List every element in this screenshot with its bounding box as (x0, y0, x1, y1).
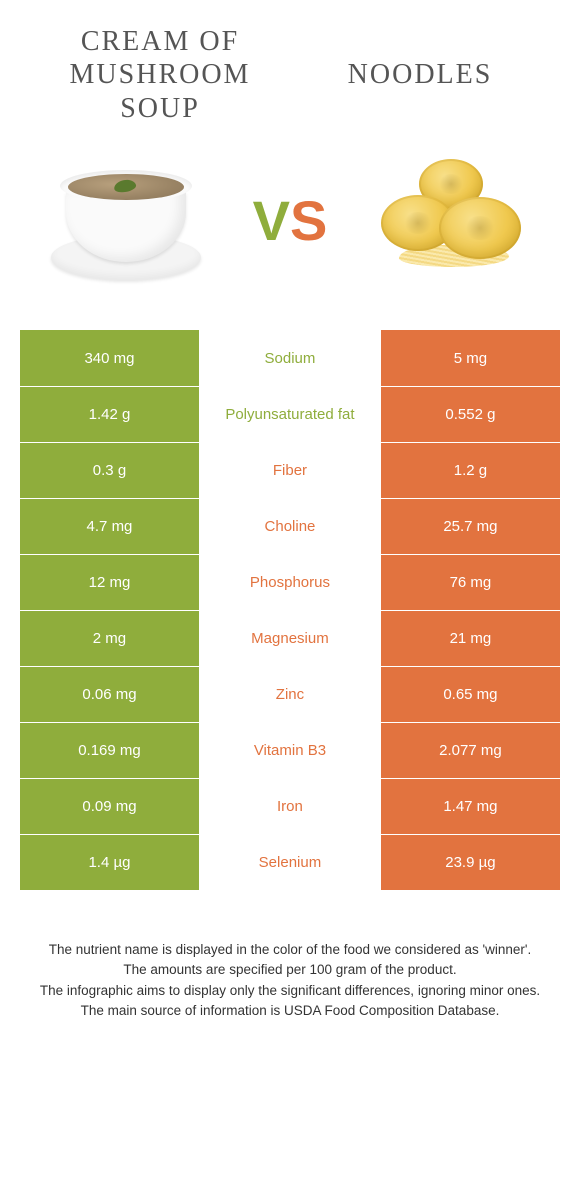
nutrient-row: 1.4 µgSelenium23.9 µg (20, 834, 560, 890)
nutrient-row: 0.169 mgVitamin B32.077 mg (20, 722, 560, 778)
nutrient-row: 0.09 mgIron1.47 mg (20, 778, 560, 834)
titles-row: CREAM OFMUSHROOMSOUP NOODLES (20, 20, 560, 130)
value-right: 1.2 g (380, 443, 560, 498)
soup-image (41, 150, 211, 290)
nutrient-label: Iron (200, 779, 380, 834)
value-right: 21 mg (380, 611, 560, 666)
value-left: 0.3 g (20, 443, 200, 498)
nutrient-label: Zinc (200, 667, 380, 722)
value-right: 23.9 µg (380, 835, 560, 890)
value-left: 4.7 mg (20, 499, 200, 554)
footnote-line: The infographic aims to display only the… (30, 981, 550, 1001)
value-right: 1.47 mg (380, 779, 560, 834)
nutrient-row: 4.7 mgCholine25.7 mg (20, 498, 560, 554)
vs-v: V (253, 188, 290, 253)
nutrient-row: 0.06 mgZinc0.65 mg (20, 666, 560, 722)
nutrient-label: Phosphorus (200, 555, 380, 610)
nutrient-row: 340 mgSodium5 mg (20, 330, 560, 386)
footnote-line: The main source of information is USDA F… (30, 1001, 550, 1021)
value-right: 5 mg (380, 330, 560, 386)
nutrient-label: Vitamin B3 (200, 723, 380, 778)
value-left: 340 mg (20, 330, 200, 386)
value-left: 12 mg (20, 555, 200, 610)
nutrient-label: Polyunsaturated fat (200, 387, 380, 442)
value-right: 0.552 g (380, 387, 560, 442)
value-left: 0.06 mg (20, 667, 200, 722)
nutrient-label: Fiber (200, 443, 380, 498)
value-right: 0.65 mg (380, 667, 560, 722)
title-right: NOODLES (290, 59, 550, 91)
vs-label: VS (253, 188, 328, 253)
title-left: CREAM OFMUSHROOMSOUP (30, 25, 290, 126)
value-left: 1.42 g (20, 387, 200, 442)
nutrient-row: 1.42 gPolyunsaturated fat0.552 g (20, 386, 560, 442)
value-left: 0.169 mg (20, 723, 200, 778)
footnote-line: The amounts are specified per 100 gram o… (30, 960, 550, 980)
value-left: 1.4 µg (20, 835, 200, 890)
nutrient-label: Choline (200, 499, 380, 554)
footnotes: The nutrient name is displayed in the co… (20, 940, 560, 1041)
nutrient-row: 2 mgMagnesium21 mg (20, 610, 560, 666)
value-right: 25.7 mg (380, 499, 560, 554)
nutrient-row: 0.3 gFiber1.2 g (20, 442, 560, 498)
value-right: 76 mg (380, 555, 560, 610)
noodles-image (369, 150, 539, 290)
nutrient-label: Magnesium (200, 611, 380, 666)
infographic-container: CREAM OFMUSHROOMSOUP NOODLES VS 340 mg (0, 0, 580, 1041)
nutrient-label: Sodium (200, 330, 380, 386)
nutrient-table: 340 mgSodium5 mg1.42 gPolyunsaturated fa… (20, 330, 560, 890)
footnote-line: The nutrient name is displayed in the co… (30, 940, 550, 960)
nutrient-row: 12 mgPhosphorus76 mg (20, 554, 560, 610)
value-left: 2 mg (20, 611, 200, 666)
nutrient-label: Selenium (200, 835, 380, 890)
value-right: 2.077 mg (380, 723, 560, 778)
value-left: 0.09 mg (20, 779, 200, 834)
vs-s: S (290, 188, 327, 253)
images-row: VS (20, 130, 560, 330)
